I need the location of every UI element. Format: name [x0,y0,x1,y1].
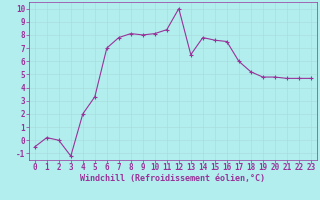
X-axis label: Windchill (Refroidissement éolien,°C): Windchill (Refroidissement éolien,°C) [80,174,265,183]
